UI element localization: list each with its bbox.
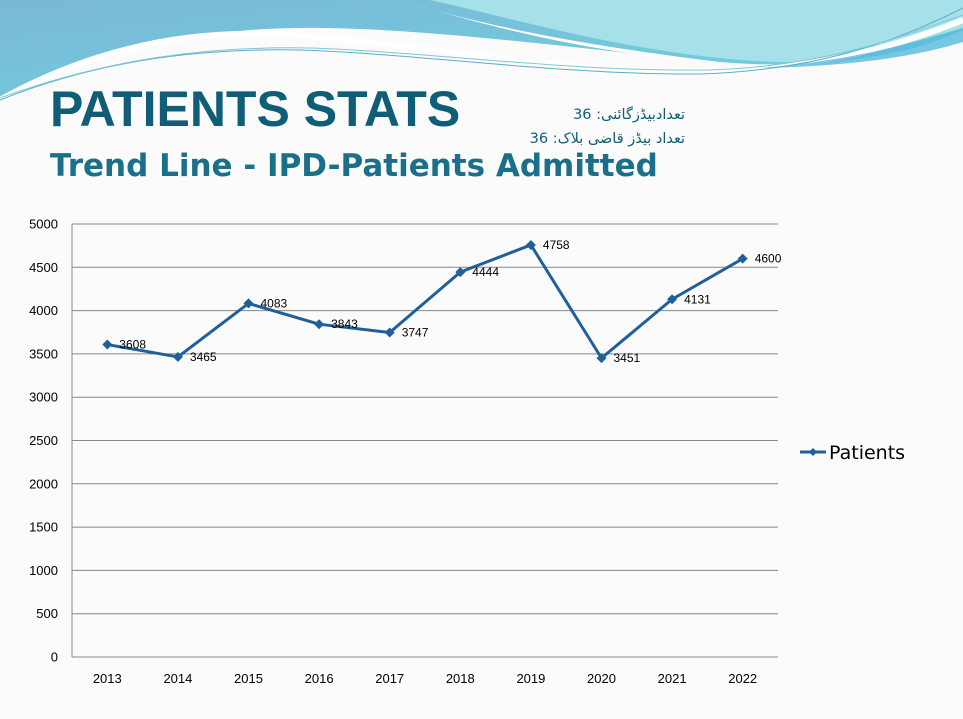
axes: [71, 224, 778, 658]
x-tick-label: 2019: [516, 671, 545, 686]
data-point-marker: [102, 339, 113, 350]
data-label: 4444: [472, 265, 499, 279]
chart-subtitle: Trend Line - IPD-Patients Admitted: [50, 148, 658, 184]
y-tick-label: 1500: [29, 520, 58, 535]
legend-marker-icon: [809, 448, 817, 456]
qazi-block-bed-count: تعداد بیڈز قاضی بلاک: 36: [529, 131, 685, 147]
y-tick-label: 4500: [29, 260, 58, 275]
x-tick-label: 2014: [163, 671, 192, 686]
data-label: 3608: [119, 338, 146, 352]
data-label: 3451: [614, 351, 641, 365]
data-point-marker: [455, 267, 466, 278]
y-tick-label: 4000: [29, 303, 58, 318]
data-labels: 3608 3465 4083 3843 3747 4444 4758 3451 4131 4600: [119, 238, 781, 365]
data-label: 4131: [684, 292, 711, 306]
x-tick-label: 2021: [658, 671, 687, 686]
data-point-marker: [243, 298, 254, 309]
y-tick-label: 0: [51, 650, 58, 665]
series-patients: [102, 239, 748, 364]
data-point-marker: [314, 319, 325, 330]
y-tick-label: 2000: [29, 476, 58, 491]
data-label: 3465: [190, 350, 217, 364]
y-axis-ticks: 0 500 1000 1500 2000 2500 3000 3500 4000 4500 5000: [29, 217, 58, 665]
x-tick-label: 2020: [587, 671, 616, 686]
x-tick-label: 2022: [728, 671, 757, 686]
data-point-marker: [596, 353, 607, 364]
data-point-marker: [525, 239, 536, 250]
data-label: 4600: [755, 252, 782, 266]
x-tick-label: 2018: [446, 671, 475, 686]
data-point-marker: [384, 327, 395, 338]
x-tick-label: 2016: [305, 671, 334, 686]
bed-count-notes: تعدادبیڈزگائنی: 36 تعداد بیڈز قاضی بلاک:…: [500, 103, 685, 151]
data-label: 3843: [331, 317, 358, 331]
data-point-marker: [667, 294, 678, 305]
x-axis-ticks: 2013 2014 2015 2016 2017 2018 2019 2020 2021 2022: [93, 671, 757, 686]
x-tick-label: 2017: [375, 671, 404, 686]
x-tick-label: 2015: [234, 671, 263, 686]
y-tick-label: 3500: [29, 346, 58, 361]
gynae-bed-count: تعدادبیڈزگائنی: 36: [573, 107, 685, 123]
page-title: PATIENTS STATS: [50, 81, 461, 137]
y-tick-label: 500: [36, 606, 58, 621]
legend-label: Patients: [829, 442, 905, 464]
data-label: 4758: [543, 238, 570, 252]
y-tick-label: 3000: [29, 390, 58, 405]
gridlines: [72, 223, 778, 615]
x-tick-label: 2013: [93, 671, 122, 686]
data-point-marker: [737, 253, 748, 264]
y-tick-label: 2500: [29, 433, 58, 448]
series-line: [107, 243, 744, 360]
legend: Patients: [800, 442, 905, 464]
data-label: 4083: [261, 296, 288, 310]
y-tick-label: 5000: [29, 217, 58, 232]
y-tick-label: 1000: [29, 563, 58, 578]
data-point-marker: [172, 351, 183, 362]
data-label: 3747: [402, 326, 429, 340]
